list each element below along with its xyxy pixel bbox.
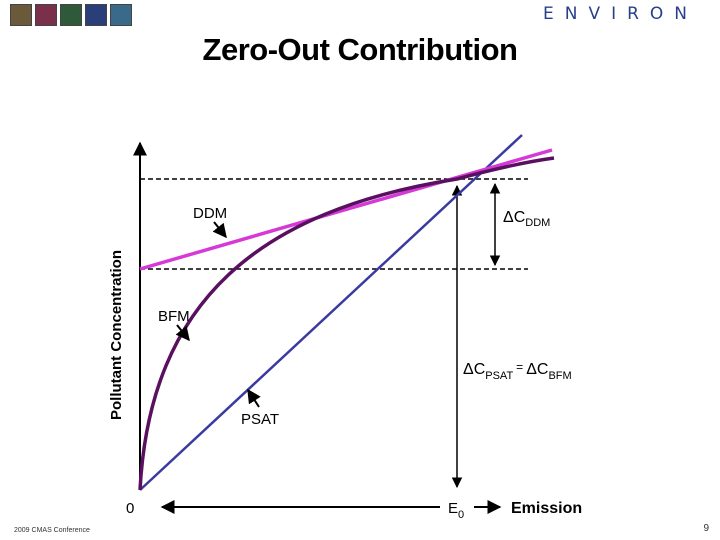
x-axis-label: Emission xyxy=(511,500,582,517)
e0-label: E0 xyxy=(448,500,464,521)
logo-4-image xyxy=(85,4,107,26)
delta-ddm-label: ΔCDDM xyxy=(503,209,550,229)
bfm-callout-arrow xyxy=(175,324,190,342)
ddm-callout-arrow xyxy=(212,221,227,239)
logo-2-image xyxy=(35,4,57,26)
bfm-label: BFM xyxy=(158,308,190,325)
delta-ddm-sub: DDM xyxy=(525,217,550,229)
logo-5-image xyxy=(110,4,132,26)
delta-psat-symbol: Δ xyxy=(463,361,474,378)
psat-line xyxy=(139,134,523,491)
ddm-label: DDM xyxy=(193,205,227,222)
page-number: 9 xyxy=(703,523,709,534)
header-logos xyxy=(10,4,132,26)
equals-sign: = xyxy=(516,360,523,374)
y-axis-label: Pollutant Concentration xyxy=(108,250,125,420)
delta-bfm-symbol: Δ xyxy=(526,361,537,378)
delta-ddm-main: C xyxy=(514,209,526,226)
conference-footer: 2009 CMAS Conference xyxy=(14,527,90,534)
e0-main: E xyxy=(448,500,458,517)
delta-bfm-main: C xyxy=(537,361,549,378)
delta-psat-bfm-label: ΔCPSAT= ΔCBFM xyxy=(463,360,572,382)
ddm-line xyxy=(139,148,553,271)
delta-bfm-sub: BFM xyxy=(548,370,571,382)
psat-callout-arrow xyxy=(247,388,261,408)
e0-sub: 0 xyxy=(458,509,464,521)
environ-brand: ENVIRON xyxy=(542,4,698,24)
origin-label: 0 xyxy=(126,500,134,517)
bfm-curve xyxy=(138,156,555,491)
delta-psat-sub: PSAT xyxy=(485,370,513,382)
psat-label: PSAT xyxy=(241,411,279,428)
delta-psat-main: C xyxy=(474,361,486,378)
logo-3-image xyxy=(60,4,82,26)
delta-ddm-symbol: Δ xyxy=(503,209,514,226)
slide-title: Zero-Out Contribution xyxy=(202,32,518,67)
logo-1-image xyxy=(10,4,32,26)
